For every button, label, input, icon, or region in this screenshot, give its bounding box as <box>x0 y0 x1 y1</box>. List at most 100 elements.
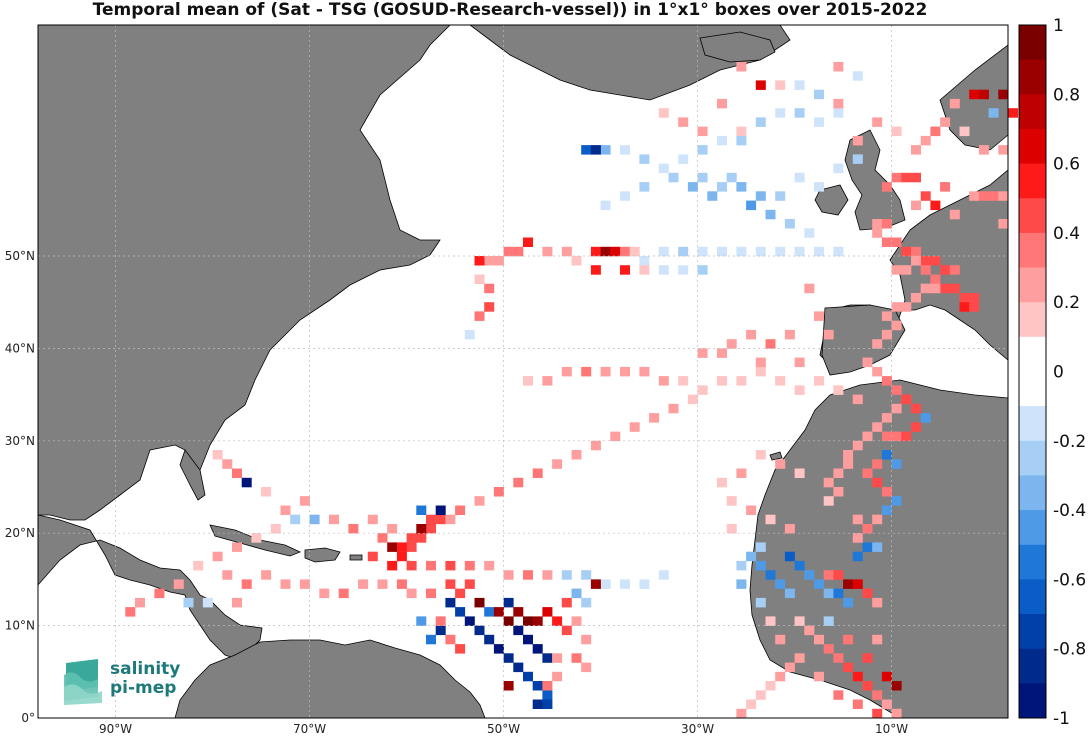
x-tick-label: 10°W <box>875 722 908 736</box>
salinity-cell <box>911 201 921 211</box>
salinity-cell <box>620 265 630 275</box>
salinity-cell <box>853 672 863 682</box>
salinity-cell <box>882 330 892 340</box>
y-tick-label: 30°N <box>5 434 35 448</box>
salinity-cell <box>484 635 494 645</box>
salinity-cell <box>930 256 940 266</box>
colorbar-swatch <box>1019 683 1046 718</box>
salinity-cell <box>591 441 601 451</box>
salinity-cell <box>610 247 620 256</box>
salinity-cell <box>378 579 388 589</box>
salinity-cell <box>310 515 320 525</box>
salinity-cell <box>756 358 766 368</box>
salinity-cell <box>678 376 688 386</box>
salinity-cell <box>960 302 970 312</box>
salinity-cell <box>523 616 533 626</box>
salinity-cell <box>795 469 805 479</box>
salinity-cell <box>416 524 426 534</box>
salinity-cell <box>659 164 669 174</box>
salinity-cell <box>572 616 582 626</box>
salinity-cell <box>736 62 746 72</box>
salinity-cell <box>562 570 572 580</box>
salinity-cell <box>213 450 223 460</box>
salinity-cell <box>872 598 882 608</box>
colorbar-swatches <box>1019 25 1046 719</box>
salinity-cell <box>795 616 805 626</box>
salinity-cell <box>203 598 213 608</box>
salinity-cell <box>833 589 843 599</box>
salinity-cell <box>542 607 552 617</box>
salinity-cell <box>921 284 931 294</box>
salinity-cell <box>795 247 805 256</box>
x-tick-label: 30°W <box>681 722 714 736</box>
salinity-cell <box>930 284 940 294</box>
salinity-cell <box>766 681 776 691</box>
salinity-cell <box>436 616 446 626</box>
salinity-cell <box>232 598 242 608</box>
salinity-cell <box>591 247 601 256</box>
salinity-cell <box>504 570 514 580</box>
salinity-cell <box>135 598 145 608</box>
salinity-cell <box>698 265 708 275</box>
colorbar-swatch <box>1019 614 1046 649</box>
salinity-cell <box>620 367 630 377</box>
salinity-cell <box>872 367 882 377</box>
salinity-cell <box>542 570 552 580</box>
salinity-cell <box>698 145 708 155</box>
salinity-cell <box>814 376 824 386</box>
salinity-cell <box>329 515 339 525</box>
salinity-cell <box>746 552 756 562</box>
salinity-cell <box>736 579 746 589</box>
salinity-cell <box>901 247 911 256</box>
salinity-cell <box>416 616 426 626</box>
salinity-cell <box>542 681 552 691</box>
salinity-cell <box>833 99 843 109</box>
colorbar-tick-label: 0 <box>1053 363 1064 383</box>
salinity-cell <box>639 265 649 275</box>
salinity-cell <box>271 524 281 534</box>
salinity-cell <box>833 108 843 118</box>
salinity-cell <box>911 173 921 183</box>
salinity-cell <box>678 247 688 256</box>
salinity-cell <box>494 644 504 654</box>
salinity-cell <box>407 542 417 552</box>
salinity-cell <box>504 598 514 608</box>
salinity-cell <box>824 330 834 340</box>
salinity-cell <box>232 469 242 479</box>
salinity-cell <box>853 533 863 543</box>
salinity-cell <box>979 90 989 100</box>
salinity-cell <box>339 589 349 599</box>
salinity-cell <box>562 598 572 608</box>
salinity-cell <box>853 136 863 146</box>
salinity-cell <box>717 136 727 146</box>
salinity-cell <box>901 173 911 183</box>
salinity-cell <box>649 413 659 423</box>
salinity-cell <box>795 561 805 571</box>
salinity-cell <box>407 561 417 571</box>
salinity-cell <box>998 191 1008 201</box>
salinity-cell <box>523 672 533 682</box>
salinity-cell <box>921 136 931 146</box>
salinity-cell <box>523 376 533 386</box>
salinity-cell <box>804 284 814 294</box>
salinity-cell <box>766 616 776 626</box>
salinity-cell <box>484 561 494 571</box>
salinity-cell <box>678 265 688 275</box>
salinity-cell <box>969 293 979 303</box>
salinity-cell <box>872 709 882 719</box>
salinity-cell <box>746 700 756 710</box>
salinity-cell <box>610 432 620 442</box>
salinity-cell <box>833 385 843 395</box>
salinity-cell <box>572 256 582 266</box>
colorbar-swatch <box>1019 406 1046 441</box>
y-tick-label: 40°N <box>5 341 35 355</box>
salinity-cell <box>193 561 203 571</box>
salinity-cell <box>833 690 843 700</box>
salinity-cell <box>892 709 902 719</box>
salinity-cell <box>911 293 921 303</box>
salinity-cell <box>979 191 989 201</box>
salinity-cell <box>911 247 921 256</box>
colorbar-swatch <box>1019 198 1046 233</box>
salinity-cell <box>882 376 892 386</box>
salinity-cell <box>882 672 892 682</box>
